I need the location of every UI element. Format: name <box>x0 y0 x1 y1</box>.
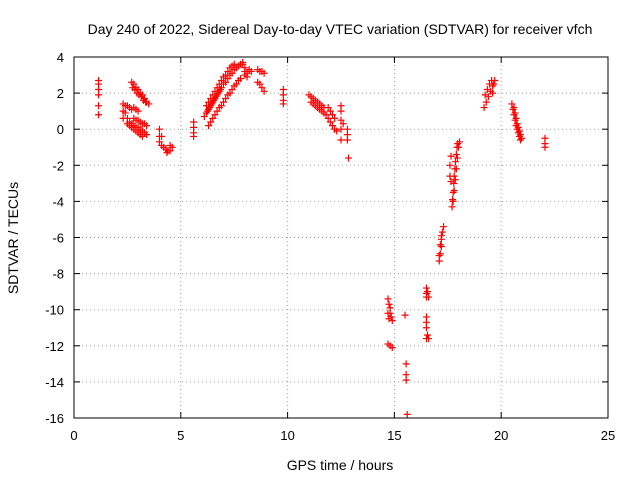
y-tick-label: 2 <box>57 86 64 101</box>
data-point <box>423 324 430 331</box>
data-point <box>438 232 445 239</box>
y-tick-label: -12 <box>45 339 64 354</box>
data-point <box>280 100 287 107</box>
data-point <box>453 165 460 172</box>
data-point <box>451 187 458 194</box>
y-tick-label: 4 <box>57 50 64 65</box>
data-point <box>386 301 393 308</box>
data-point <box>404 411 411 418</box>
data-point <box>95 111 102 118</box>
x-tick-label: 10 <box>280 428 294 443</box>
data-point <box>453 151 460 158</box>
chart-title: Day 240 of 2022, Sidereal Day-to-day VTE… <box>88 21 593 37</box>
data-point <box>449 203 456 210</box>
y-tick-label: -2 <box>52 158 64 173</box>
sdtvar-chart: Day 240 of 2022, Sidereal Day-to-day VTE… <box>0 0 640 480</box>
data-point <box>436 252 443 259</box>
y-tick-label: 0 <box>57 122 64 137</box>
data-point <box>446 162 453 169</box>
x-tick-label: 0 <box>70 428 77 443</box>
y-axis-label: SDTVAR / TECUs <box>5 182 21 294</box>
y-tick-label: -8 <box>52 267 64 282</box>
data-points <box>95 59 548 418</box>
data-point <box>446 173 453 180</box>
data-point <box>190 133 197 140</box>
data-point <box>452 176 459 183</box>
data-point <box>438 243 445 250</box>
data-point <box>403 360 410 367</box>
y-tick-label: -6 <box>52 231 64 246</box>
data-point <box>439 229 446 236</box>
data-point <box>448 153 455 160</box>
data-point <box>402 312 409 319</box>
x-tick-label: 25 <box>601 428 615 443</box>
data-point <box>450 198 457 205</box>
data-point <box>338 108 345 115</box>
data-point <box>455 144 462 151</box>
data-point <box>424 331 431 338</box>
y-tick-label: -4 <box>52 194 64 209</box>
data-point <box>437 250 444 257</box>
x-tick-label: 5 <box>177 428 184 443</box>
y-tick-label: -16 <box>45 411 64 426</box>
data-point <box>344 137 351 144</box>
data-point <box>449 196 456 203</box>
data-point <box>440 223 447 230</box>
data-point <box>450 189 457 196</box>
data-point <box>156 126 163 133</box>
x-tick-label: 15 <box>387 428 401 443</box>
data-point <box>437 241 444 248</box>
y-tick-label: -14 <box>45 375 64 390</box>
data-point <box>95 102 102 109</box>
data-point <box>345 155 352 162</box>
data-point <box>389 317 396 324</box>
data-point <box>338 137 345 144</box>
x-axis-label: GPS time / hours <box>287 457 394 473</box>
x-tick-label: 20 <box>494 428 508 443</box>
data-point <box>384 295 391 302</box>
data-point <box>95 91 102 98</box>
data-point <box>163 149 170 156</box>
data-point <box>424 288 431 295</box>
data-point <box>541 144 548 151</box>
data-point <box>403 377 410 384</box>
y-tick-label: -10 <box>45 303 64 318</box>
